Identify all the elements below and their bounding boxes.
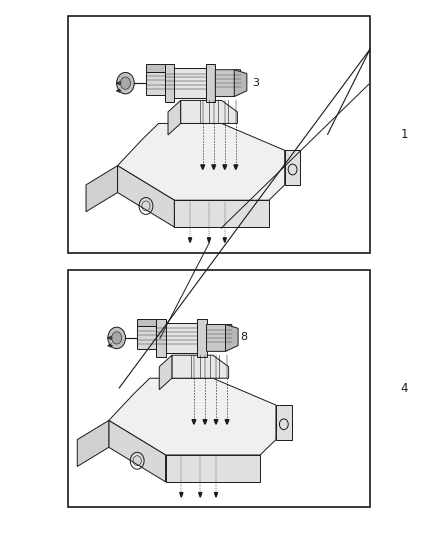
Polygon shape <box>168 100 180 135</box>
Polygon shape <box>212 165 215 169</box>
Polygon shape <box>165 64 174 102</box>
Polygon shape <box>137 319 156 326</box>
Circle shape <box>120 77 131 90</box>
Polygon shape <box>201 165 205 169</box>
Polygon shape <box>159 355 172 390</box>
Text: 3: 3 <box>252 78 259 87</box>
Polygon shape <box>223 238 226 243</box>
Circle shape <box>108 327 126 349</box>
Polygon shape <box>165 68 206 99</box>
Polygon shape <box>203 419 207 424</box>
Polygon shape <box>180 492 183 497</box>
Polygon shape <box>172 355 229 378</box>
Polygon shape <box>197 319 207 357</box>
Polygon shape <box>188 238 192 243</box>
Polygon shape <box>214 419 218 424</box>
Text: 4: 4 <box>401 382 408 394</box>
Polygon shape <box>156 319 166 357</box>
Polygon shape <box>180 100 237 124</box>
Polygon shape <box>192 419 196 424</box>
Polygon shape <box>137 326 156 350</box>
Polygon shape <box>215 492 218 497</box>
Polygon shape <box>156 322 197 353</box>
Text: 1: 1 <box>401 128 408 141</box>
Polygon shape <box>146 71 165 95</box>
Polygon shape <box>208 238 211 243</box>
Polygon shape <box>234 165 238 169</box>
Polygon shape <box>166 455 260 482</box>
Polygon shape <box>207 325 232 351</box>
Polygon shape <box>199 492 202 497</box>
Circle shape <box>117 72 134 94</box>
Polygon shape <box>117 166 174 227</box>
Polygon shape <box>276 405 292 440</box>
Polygon shape <box>234 70 247 96</box>
Polygon shape <box>285 150 300 185</box>
Bar <box>68 270 370 507</box>
Polygon shape <box>146 64 165 71</box>
Polygon shape <box>109 378 276 455</box>
Polygon shape <box>77 421 109 466</box>
Polygon shape <box>86 166 117 212</box>
Bar <box>68 16 370 253</box>
Polygon shape <box>225 419 229 424</box>
Text: 8: 8 <box>240 332 247 342</box>
Circle shape <box>112 332 122 344</box>
Polygon shape <box>206 64 215 102</box>
Polygon shape <box>174 200 269 227</box>
Polygon shape <box>215 70 240 96</box>
Polygon shape <box>223 165 227 169</box>
Polygon shape <box>117 124 285 200</box>
Polygon shape <box>109 421 166 482</box>
Polygon shape <box>226 325 238 351</box>
